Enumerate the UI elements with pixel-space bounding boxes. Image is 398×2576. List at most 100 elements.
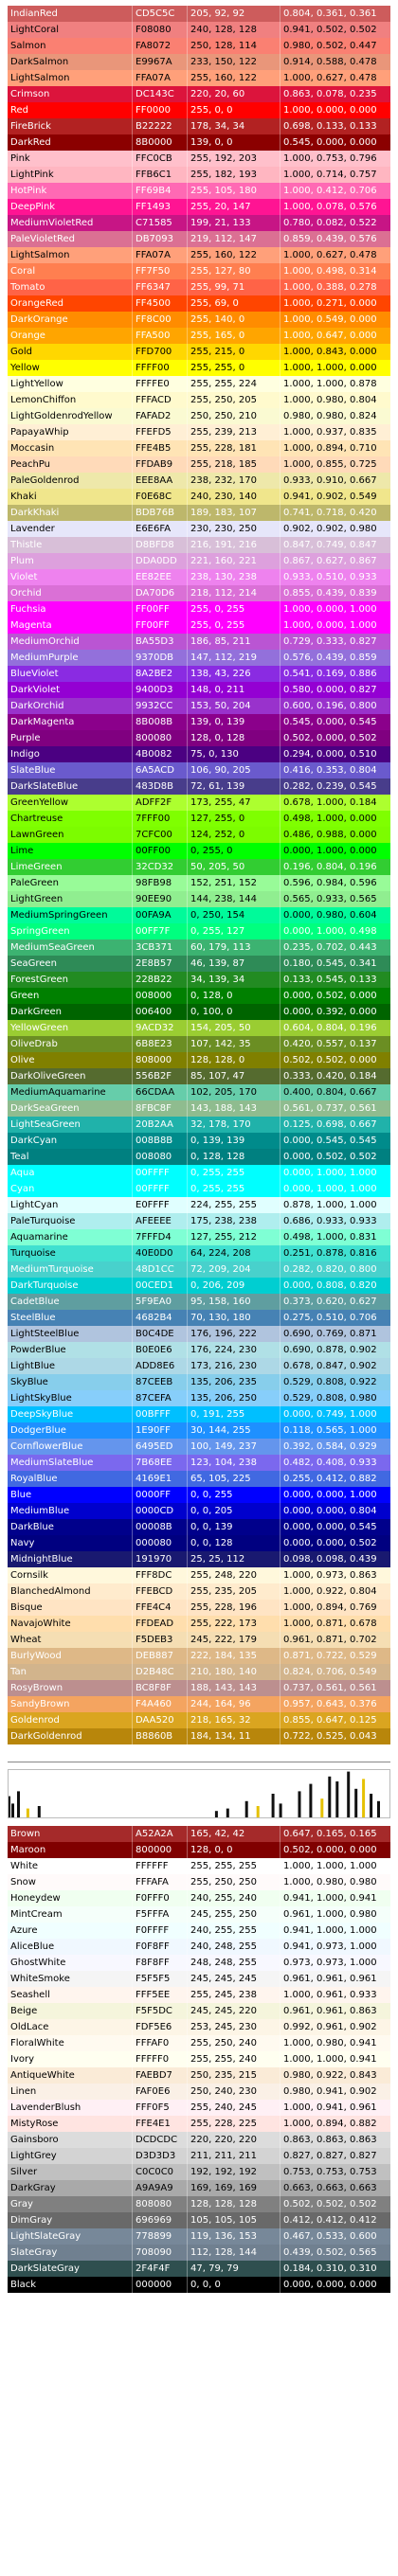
- normalized-value: 0.863, 0.078, 0.235: [283, 89, 377, 99]
- color-row-darkviolet: DarkViolet 9400D3 148, 0, 211 0.580, 0.000,…: [8, 682, 390, 698]
- color-name: Tomato: [8, 279, 133, 295]
- rgb-value: 238, 130, 238: [188, 569, 280, 585]
- rgb-value: 255, 240, 245: [188, 2100, 280, 2116]
- hex-value: 9370DB: [133, 650, 188, 666]
- color-name: PowderBlue: [8, 1342, 133, 1358]
- normalized-value: 1.000, 0.271, 0.000: [283, 298, 377, 309]
- hex-value: FFD700: [133, 344, 188, 360]
- color-row-mediumorchid: MediumOrchid BA55D3 186, 85, 211 0.729, 0.3…: [8, 634, 390, 650]
- rgb-value: 233, 150, 122: [188, 54, 280, 70]
- hex-value: FAFAD2: [133, 408, 188, 424]
- hex-value: F5F5F5: [133, 1971, 188, 1987]
- hex-value: FFFAF0: [133, 2035, 188, 2051]
- rgb-value: 0, 0, 128: [188, 1535, 280, 1551]
- hex-value: EE82EE: [133, 569, 188, 585]
- hex-value: C71585: [133, 215, 188, 231]
- rgb-value: 127, 255, 212: [188, 1229, 280, 1245]
- color-name: GhostWhite: [8, 1955, 133, 1971]
- hex-value: A9A9A9: [133, 2180, 188, 2196]
- color-row-mediumslateblue: MediumSlateBlue 7B68EE 123, 104, 238 0.482,…: [8, 1455, 390, 1471]
- hex-value: 4682B4: [133, 1310, 188, 1326]
- rgb-value: 205, 92, 92: [188, 6, 280, 22]
- color-row-powderblue: PowderBlue B0E0E6 176, 224, 230 0.690, 0.87…: [8, 1342, 390, 1358]
- hex-value: 4169E1: [133, 1471, 188, 1487]
- color-row-beige: Beige F5F5DC 245, 245, 220 0.961, 0.961, 0.…: [8, 2003, 390, 2019]
- normalized-value: 1.000, 0.894, 0.769: [283, 1602, 377, 1613]
- color-row-olive: Olive 808000 128, 128, 0 0.502, 0.502, 0.00…: [8, 1052, 390, 1068]
- normalized-value: 0.941, 0.902, 0.549: [283, 492, 377, 502]
- normalized-value: 0.737, 0.561, 0.561: [283, 1683, 377, 1693]
- normalized-value: 0.133, 0.545, 0.133: [283, 975, 377, 985]
- color-name: LightPink: [8, 167, 133, 183]
- rgb-value: 255, 250, 205: [188, 392, 280, 408]
- hex-value: 48D1CC: [133, 1261, 188, 1278]
- color-row-turquoise: Turquoise 40E0D0 64, 224, 208 0.251, 0.878,…: [8, 1245, 390, 1261]
- color-name: MediumSpringGreen: [8, 907, 133, 923]
- color-name: Thistle: [8, 537, 133, 553]
- color-row-darkslateblue: DarkSlateBlue 483D8B 72, 61, 139 0.282, 0.2…: [8, 778, 390, 795]
- hex-value: 90EE90: [133, 891, 188, 907]
- normalized-value: 0.824, 0.706, 0.549: [283, 1667, 377, 1677]
- hex-value: FF0000: [133, 102, 188, 118]
- color-name: Honeydew: [8, 1890, 133, 1906]
- hex-value: FFFF00: [133, 360, 188, 376]
- rgb-value: 221, 160, 221: [188, 553, 280, 569]
- color-name: DarkSlateBlue: [8, 778, 133, 795]
- hex-value: 5F9EA0: [133, 1294, 188, 1310]
- strip-bar: [244, 1800, 248, 1818]
- strip-bar: [226, 1808, 229, 1818]
- hex-value: 87CEFA: [133, 1390, 188, 1406]
- rgb-value: 147, 112, 219: [188, 650, 280, 666]
- color-name: Turquoise: [8, 1245, 133, 1261]
- normalized-value: 1.000, 0.843, 0.000: [283, 347, 377, 357]
- hex-value: FFFFFF: [133, 1858, 188, 1874]
- color-name: WhiteSmoke: [8, 1971, 133, 1987]
- color-row-crimson: Crimson DC143C 220, 20, 60 0.863, 0.078, 0.…: [8, 86, 390, 102]
- normalized-value: 0.980, 0.980, 0.824: [283, 411, 377, 421]
- hex-value: B22222: [133, 118, 188, 134]
- normalized-value: 0.502, 0.000, 0.502: [283, 733, 377, 743]
- normalized-value: 0.502, 0.502, 0.502: [283, 2199, 377, 2209]
- normalized-value: 0.871, 0.722, 0.529: [283, 1651, 377, 1661]
- color-row-mediumseagreen: MediumSeaGreen 3CB371 60, 179, 113 0.235, 0…: [8, 939, 390, 956]
- normalized-value: 0.961, 0.871, 0.702: [283, 1635, 377, 1645]
- hex-value: 00FA9A: [133, 907, 188, 923]
- color-name: PaleGoldenrod: [8, 473, 133, 489]
- hex-value: 3CB371: [133, 939, 188, 956]
- color-row-springgreen: SpringGreen 00FF7F 0, 255, 127 0.000, 1.000…: [8, 923, 390, 939]
- color-row-gray: Gray 808080 128, 128, 128 0.502, 0.502, 0.5…: [8, 2196, 390, 2212]
- normalized-value: 0.663, 0.663, 0.663: [283, 2183, 377, 2193]
- rgb-value: 0, 255, 0: [188, 843, 280, 859]
- color-row-cornsilk: Cornsilk FFF8DC 255, 248, 220 1.000, 0.973,…: [8, 1567, 390, 1583]
- color-row-royalblue: RoyalBlue 4169E1 65, 105, 225 0.255, 0.412,…: [8, 1471, 390, 1487]
- normalized-value: 0.980, 0.941, 0.902: [283, 2086, 377, 2097]
- hex-value: BA55D3: [133, 634, 188, 650]
- normalized-value: 1.000, 0.855, 0.725: [283, 459, 377, 470]
- rgb-value: 50, 205, 50: [188, 859, 280, 875]
- color-row-mediumturquoise: MediumTurquoise 48D1CC 72, 209, 204 0.282, …: [8, 1261, 390, 1278]
- normalized-value: 0.235, 0.702, 0.443: [283, 942, 377, 953]
- hex-value: 8FBC8F: [133, 1100, 188, 1117]
- color-name: DarkKhaki: [8, 505, 133, 521]
- color-name: LightSalmon: [8, 247, 133, 263]
- hex-value: FFDAB9: [133, 456, 188, 473]
- hex-value: 778899: [133, 2228, 188, 2245]
- color-name: DarkGreen: [8, 1004, 133, 1020]
- rgb-value: 186, 85, 211: [188, 634, 280, 650]
- normalized-value: 0.596, 0.984, 0.596: [283, 878, 377, 888]
- color-name: PaleVioletRed: [8, 231, 133, 247]
- hex-value: D2B48C: [133, 1664, 188, 1680]
- normalized-value: 0.847, 0.749, 0.847: [283, 540, 377, 550]
- strip-frame: [8, 1769, 390, 1818]
- color-name: DarkGray: [8, 2180, 133, 2196]
- rgb-value: 255, 255, 224: [188, 376, 280, 392]
- rgb-value: 238, 232, 170: [188, 473, 280, 489]
- color-name: FloralWhite: [8, 2035, 133, 2051]
- strip-bar: [370, 1794, 373, 1818]
- rgb-value: 0, 0, 255: [188, 1487, 280, 1503]
- color-row-maroon: Maroon 800000 128, 0, 0 0.502, 0.000, 0.000: [8, 1842, 390, 1858]
- hex-value: FFA500: [133, 328, 188, 344]
- strip-bar: [214, 1811, 218, 1818]
- color-name: SlateGray: [8, 2245, 133, 2261]
- color-name: White: [8, 1858, 133, 1874]
